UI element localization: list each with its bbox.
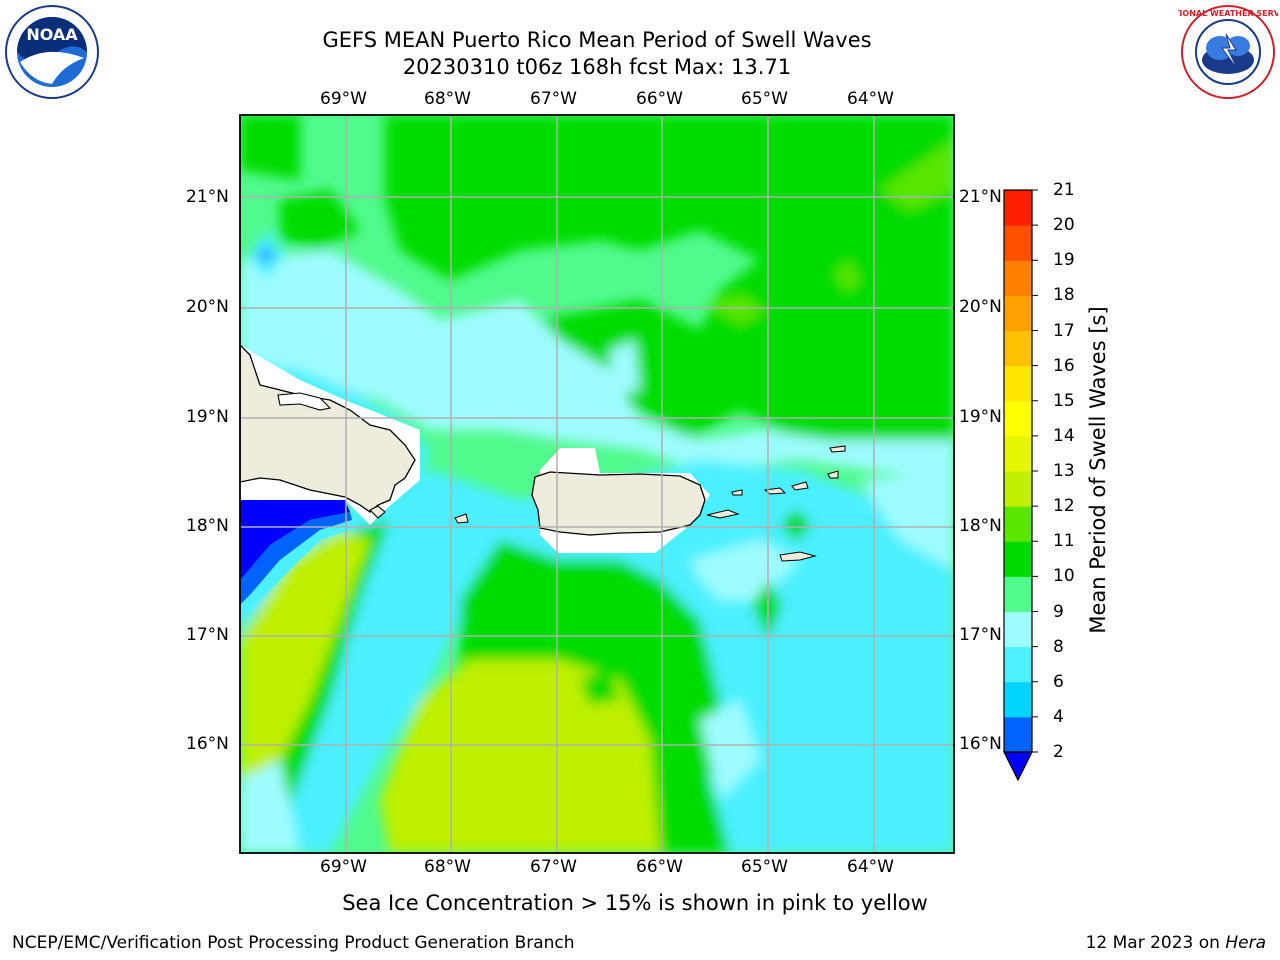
colorbar-tick-label: 2 [1053, 742, 1064, 762]
lat-label-right: 20°N [959, 297, 1002, 317]
lat-label-left: 18°N [186, 516, 229, 536]
footer-credit: NCEP/EMC/Verification Post Processing Pr… [12, 933, 575, 953]
colorbar-swatch [1004, 611, 1032, 648]
colorbar-swatch [1004, 576, 1032, 612]
lon-label-bottom: 66°W [636, 857, 683, 877]
lon-label-top: 64°W [847, 89, 894, 109]
colorbar-swatch [1004, 541, 1032, 577]
colorbar-tick-label: 8 [1053, 636, 1064, 657]
lon-label-bottom: 69°W [320, 857, 367, 877]
colorbar-title: Mean Period of Swell Waves [s] [1086, 306, 1110, 634]
colorbar-swatch [1004, 190, 1032, 226]
lat-label-right: 19°N [959, 407, 1002, 427]
chart-title: GEFS MEAN Puerto Rico Mean Period of Swe… [322, 28, 872, 52]
colorbar-swatch [1004, 471, 1032, 507]
colorbar-swatch [1004, 400, 1032, 437]
colorbar-swatch [1004, 295, 1032, 331]
lon-label-top: 67°W [530, 89, 577, 109]
puerto-rico-land [531, 471, 706, 536]
colorbar-tick-label: 9 [1053, 601, 1064, 622]
lat-label-right: 16°N [959, 734, 1002, 754]
sea-ice-note: Sea Ice Concentration > 15% is shown in … [342, 891, 928, 915]
map-frame [239, 114, 955, 854]
footer-date-text: 12 Mar 2023 on [1085, 933, 1226, 953]
colorbar-swatch [1004, 646, 1032, 683]
colorbar-tick-label: 21 [1053, 180, 1075, 200]
lon-label-bottom: 67°W [530, 857, 577, 877]
colorbar-swatch [1004, 365, 1032, 402]
lat-label-left: 17°N [186, 625, 229, 645]
colorbar-tick-label: 19 [1053, 250, 1075, 271]
lat-label-right: 21°N [959, 187, 1002, 207]
lon-label-top: 69°W [320, 89, 367, 109]
lat-label-left: 16°N [186, 734, 229, 754]
swell-period-field [240, 115, 954, 853]
colorbar-swatch [1004, 260, 1032, 296]
lon-label-top: 66°W [636, 89, 683, 109]
lon-label-top: 68°W [424, 89, 471, 109]
colorbar-tick-label: 20 [1053, 215, 1075, 236]
colorbar-tick-label: 16 [1053, 355, 1075, 376]
footer-host: Hera [1225, 933, 1266, 953]
noaa-logo: NOAA [2, 4, 102, 100]
lon-label-bottom: 68°W [424, 857, 471, 877]
colorbar-tick-label: 4 [1053, 706, 1064, 727]
footer-date: 12 Mar 2023 on Hera [1086, 933, 1266, 953]
colorbar-swatch [1004, 681, 1032, 718]
noaa-logo-text: NOAA [26, 25, 78, 44]
colorbar-swatch [1004, 716, 1032, 753]
lon-label-top: 65°W [741, 89, 788, 109]
colorbar-tick-label: 12 [1053, 496, 1075, 517]
colorbar-tick-label: 10 [1053, 566, 1075, 587]
lon-label-bottom: 65°W [741, 857, 788, 877]
colorbar-tick-label: 13 [1053, 461, 1075, 481]
colorbar-tick-label: 14 [1053, 425, 1075, 446]
colorbar-swatch [1004, 506, 1032, 542]
nws-logo-text: NATIONAL WEATHER SERVICE [1178, 9, 1278, 18]
colorbar-swatch [1004, 225, 1032, 261]
colorbar-tick-label: 11 [1053, 531, 1075, 552]
colorbar [1003, 189, 1038, 782]
graticule [240, 115, 954, 853]
lat-label-left: 20°N [186, 297, 229, 317]
colorbar-extend-arrow [1003, 751, 1033, 782]
nws-logo: NATIONAL WEATHER SERVICE [1162, 4, 1280, 100]
lon-label-bottom: 64°W [847, 857, 894, 877]
chart-subtitle: 20230310 t06z 168h fcst Max: 13.71 [402, 55, 792, 79]
lat-label-left: 19°N [186, 407, 229, 427]
colorbar-tick-label: 15 [1053, 390, 1075, 411]
colorbar-tick-label: 18 [1053, 285, 1075, 306]
colorbar-tick-label: 6 [1053, 671, 1064, 692]
colorbar-tick-label: 17 [1053, 320, 1075, 341]
colorbar-swatch [1004, 435, 1032, 472]
lat-label-right: 18°N [959, 516, 1002, 536]
lat-label-left: 21°N [186, 187, 229, 207]
colorbar-swatch [1004, 330, 1032, 367]
lat-label-right: 17°N [959, 625, 1002, 645]
